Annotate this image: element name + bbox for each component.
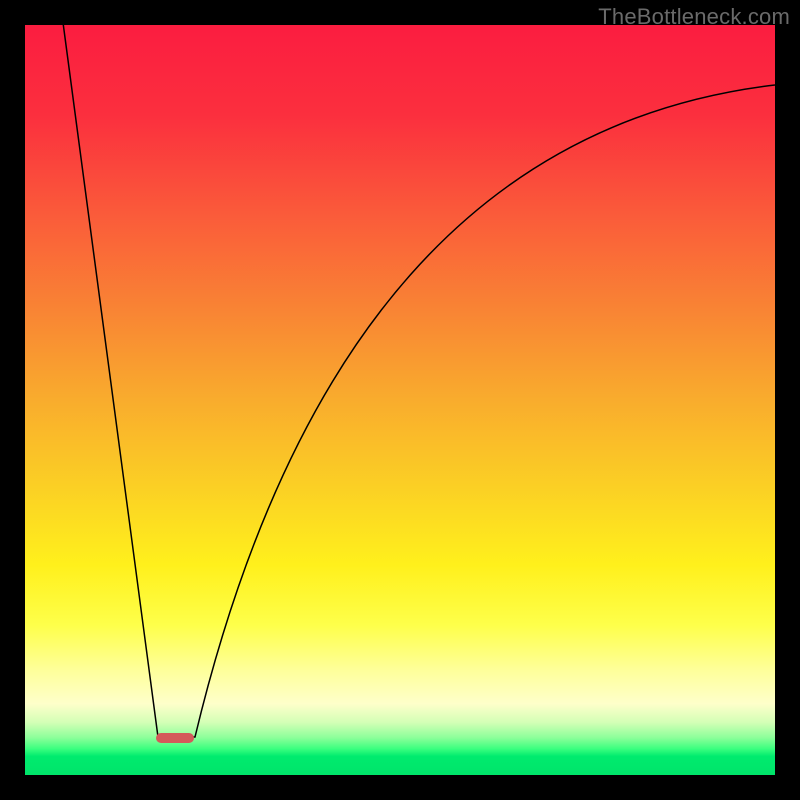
- optimal-marker: [156, 733, 194, 743]
- bottleneck-chart: TheBottleneck.com: [0, 0, 800, 800]
- gradient-background: [25, 25, 775, 775]
- chart-svg: [0, 0, 800, 800]
